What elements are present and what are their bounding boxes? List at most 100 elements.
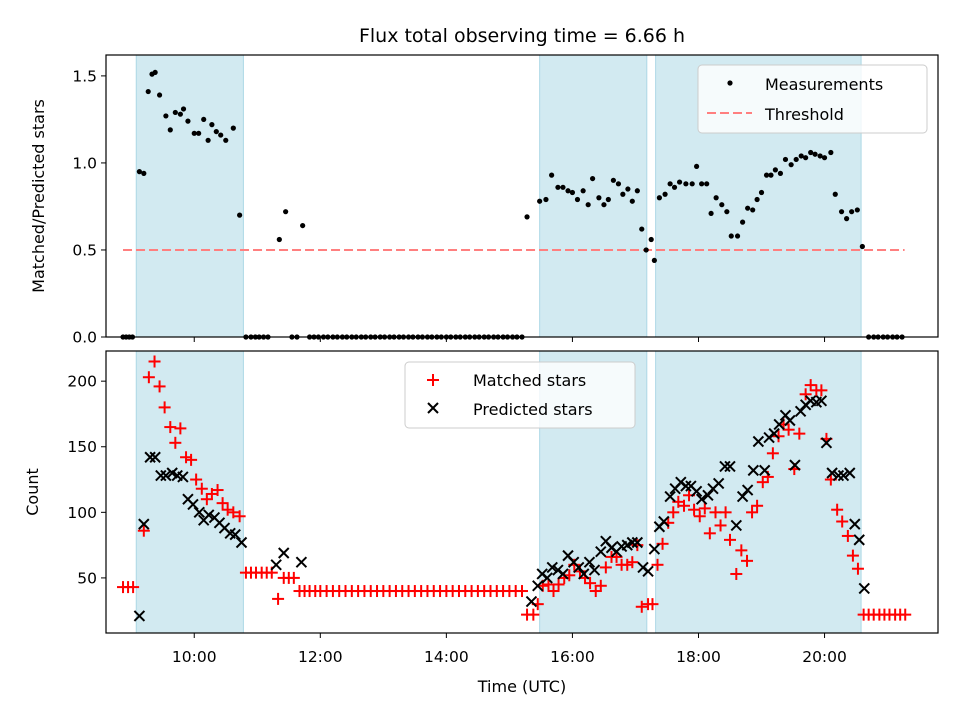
x-tick-label: 16:00 [550,648,595,666]
legend-label-threshold: Threshold [764,105,844,124]
measurement-point [218,132,224,138]
measurement-point [758,189,765,196]
measurement-point [838,209,845,215]
measurement-point [689,181,695,187]
measurement-point [782,156,789,163]
predicted-star-point [532,580,544,592]
predicted-star-point [837,469,850,482]
measurement-point [237,212,243,218]
measurement-point [605,196,611,203]
matched-star-point [174,422,187,435]
measurement-point [634,188,640,194]
measurement-point [615,181,622,187]
measurement-point [555,184,561,190]
measurement-point [713,195,719,201]
legend-predicted-marker [427,402,439,414]
matched-star-point [552,578,565,591]
measurement-point [580,188,586,194]
measurement-point [754,196,760,203]
predicted-star-point [557,568,569,580]
matched-star-point [195,482,208,495]
measurement-point [223,137,229,143]
measurement-point [300,222,306,229]
matched-star-point [831,503,844,516]
predicted-star-point [768,427,780,440]
measurement-point [643,247,649,253]
measurement-point [152,69,158,76]
matched-star-point [724,533,736,546]
predicted-star-point [844,467,856,479]
measurement-point [589,175,596,182]
predicted-star-point [631,536,644,549]
measurement-point [777,170,784,176]
predicted-star-point [758,464,771,477]
y-tick-label: 50 [77,569,97,587]
observing-window-band [135,54,244,338]
matched-star-point [127,581,140,594]
legend-label-measurements: Measurements [765,75,883,94]
ratio-legend: Measurements Threshold [697,64,928,134]
predicted-star-point [138,518,150,530]
predicted-star-point [133,610,146,622]
measurement-point [629,198,635,204]
measurement-point [745,205,751,211]
predicted-star-point [144,451,156,463]
measurement-point [191,130,197,136]
matched-star-point [158,401,171,414]
predicted-star-point [741,484,754,496]
matched-star-point [169,436,182,449]
measurement-point [213,128,219,135]
predicted-star-point [578,568,590,580]
predicted-star-point [229,528,241,541]
matched-star-point [793,427,806,440]
matched-star-point [646,598,659,611]
matched-star-point [846,549,859,562]
matched-star-point [148,355,161,368]
predicted-star-point [295,556,308,568]
measurement-point [849,209,855,215]
measurement-point [662,191,668,197]
x-tick-label: 18:00 [676,648,721,666]
count-axes: 50 100 150 200 10:00 12:00 14:00 16:00 18:00 20:0… [67,350,939,666]
x-tick-label: 10:00 [172,648,217,666]
measurement-point [560,184,566,190]
predicted-star-point [752,435,765,448]
measurement-point [724,209,730,215]
predicted-star-point [730,519,743,532]
matched-star-point [227,506,240,519]
measurement-point [704,181,710,187]
measurement-point [574,196,581,203]
matched-star-point [746,506,759,519]
matched-star-point [851,562,864,575]
predicted-star-point [160,469,172,482]
measurement-point [156,92,163,98]
predicted-star-point [278,547,290,559]
matched-star-point [221,503,234,516]
predicted-star-point [664,490,676,503]
measurement-point [172,109,178,116]
measurement-point [812,151,818,157]
measurement-point [734,233,741,239]
observing-windows [135,350,862,634]
predicted-star-point [832,469,845,482]
count-legend: Matched stars Predicted stars [404,361,636,429]
matched-star-point [635,600,648,613]
matched-star-point [599,561,612,574]
matched-star-point [766,447,779,460]
matched-star-point [621,558,634,571]
matched-star-point [190,473,203,486]
y-tick-label: 200 [67,373,97,391]
measurement-point [788,162,794,168]
measurement-point [854,207,860,213]
measurement-point [656,195,663,201]
figure-title: Flux total observing time = 6.66 h [359,25,685,47]
measurement-point [817,153,823,159]
measurement-point [639,226,645,232]
matched-star-point [211,484,224,497]
matched-star-point [589,585,602,598]
predicted-star-point [724,460,736,473]
matched-star-point [677,499,690,512]
predicted-star-point [695,493,708,505]
y-tick-label: 150 [67,438,97,456]
predicted-star-point [595,545,607,558]
